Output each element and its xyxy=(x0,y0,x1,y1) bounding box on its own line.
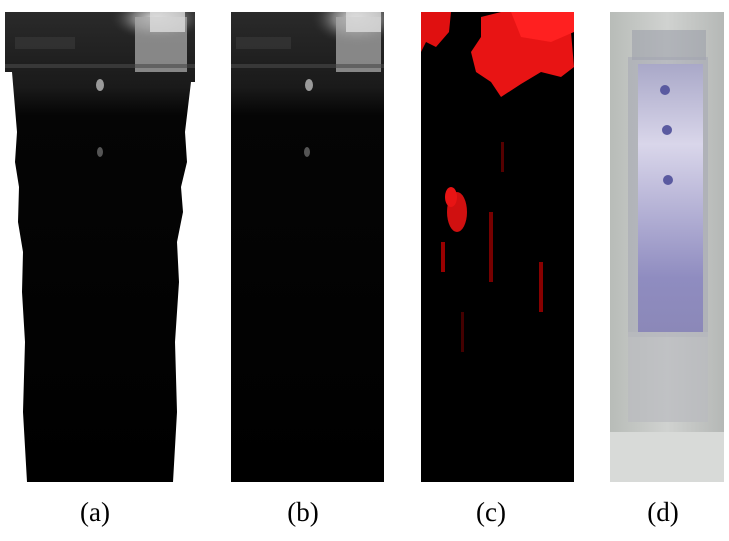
caption-c: (c) xyxy=(476,497,506,527)
panel-a-image xyxy=(5,12,195,482)
panel-b-image xyxy=(231,12,384,482)
caption-a: (a) xyxy=(80,497,110,527)
panel-c-image xyxy=(421,12,574,482)
panel-d-image xyxy=(610,12,724,482)
caption-d: (d) xyxy=(647,497,679,527)
caption-b: (b) xyxy=(287,497,319,527)
